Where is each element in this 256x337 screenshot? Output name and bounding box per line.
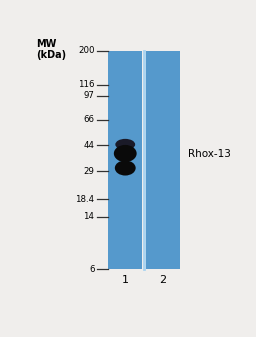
Text: MW
(kDa): MW (kDa) xyxy=(36,39,66,60)
Ellipse shape xyxy=(115,139,135,150)
Bar xyxy=(146,51,180,269)
Ellipse shape xyxy=(115,160,136,176)
Text: 1: 1 xyxy=(122,275,129,285)
Text: 2: 2 xyxy=(159,275,166,285)
Bar xyxy=(108,51,142,269)
Ellipse shape xyxy=(114,145,137,162)
Text: 66: 66 xyxy=(83,115,94,124)
Text: 116: 116 xyxy=(78,80,94,89)
Text: 29: 29 xyxy=(84,166,94,176)
Text: 14: 14 xyxy=(83,212,94,221)
Text: 200: 200 xyxy=(78,46,94,55)
Text: 97: 97 xyxy=(84,91,94,100)
Text: 44: 44 xyxy=(83,141,94,150)
Text: Rhox-13: Rhox-13 xyxy=(188,149,231,159)
Text: 6: 6 xyxy=(89,265,94,274)
Text: 18.4: 18.4 xyxy=(75,195,94,204)
